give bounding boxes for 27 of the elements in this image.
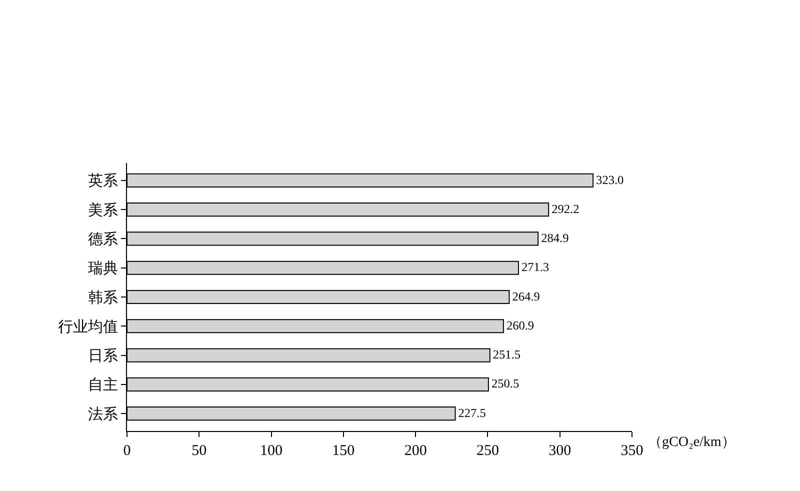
- y-tick-label: 法系: [88, 404, 118, 423]
- data-label: 284.9: [541, 231, 569, 246]
- y-tick-label: 韩系: [88, 288, 118, 306]
- y-tick-label: 日系: [88, 346, 118, 365]
- data-label: 292.2: [552, 202, 580, 216]
- x-tick-label: 50: [192, 443, 207, 459]
- y-tick-label: 行业均值: [58, 317, 118, 336]
- x-tick-label: 200: [404, 443, 427, 459]
- y-tick-label: 美系: [88, 200, 118, 219]
- x-tick-label: 150: [332, 443, 355, 459]
- data-label: 227.5: [458, 406, 486, 420]
- y-tick-label: 英系: [88, 172, 118, 190]
- data-label: 271.3: [521, 260, 550, 274]
- data-label: 251.5: [492, 348, 521, 362]
- x-tick-label: 300: [548, 443, 572, 459]
- data-label: 323.0: [596, 172, 624, 187]
- data-label: 264.9: [512, 289, 540, 304]
- data-label: 250.5: [491, 376, 520, 391]
- x-axis-title: （gCO₂e/km）: [648, 435, 736, 450]
- y-tick-label: 自主: [88, 376, 118, 394]
- x-tick-label: 250: [476, 443, 499, 459]
- x-tick-label: 0: [123, 443, 131, 459]
- y-tick-label: 瑞典: [88, 259, 118, 278]
- data-label: 260.9: [506, 318, 534, 332]
- y-tick-label: 德系: [88, 230, 118, 248]
- x-tick-label: 100: [260, 443, 283, 459]
- x-tick-label: 350: [620, 443, 644, 459]
